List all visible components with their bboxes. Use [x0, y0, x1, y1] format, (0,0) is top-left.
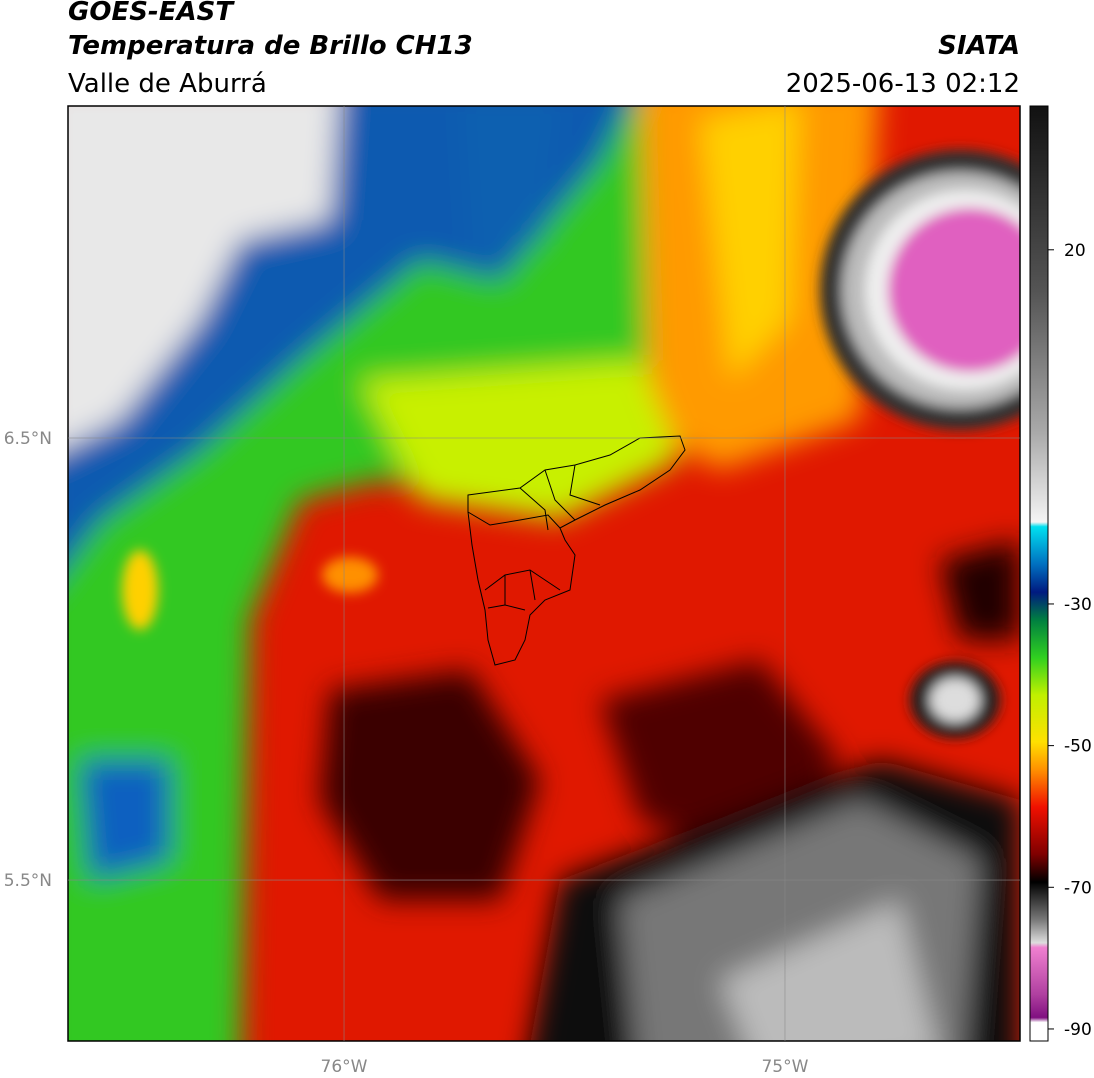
agency: SIATA: [938, 31, 1020, 61]
lon-tick-label: 76°W: [321, 1057, 368, 1077]
lat-tick-label: 5.5°N: [4, 871, 52, 891]
map-frame: [67, 105, 1021, 1042]
colorbar-tick-label: -30: [1064, 595, 1092, 615]
colorbar-tick-label: -50: [1064, 737, 1092, 757]
colorbar: [1029, 105, 1049, 1042]
lat-tick-label: 6.5°N: [4, 429, 52, 449]
timestamp: 2025-06-13 02:12: [786, 69, 1020, 99]
title: GOES-EAST: [68, 0, 235, 27]
lon-tick-label: 75°W: [761, 1057, 808, 1077]
subtitle: Temperatura de Brillo CH13: [68, 31, 473, 61]
colorbar-ticks: 20 -30 -50 -70 -90: [1048, 241, 1092, 1040]
colorbar-tick-label: 20: [1064, 241, 1086, 261]
boundaries: [467, 435, 686, 666]
region: Valle de Aburrá: [68, 69, 267, 99]
colorbar-tick-label: -90: [1064, 1020, 1092, 1040]
colorbar-tick-label: -70: [1064, 878, 1092, 898]
axes: 6.5°N 5.5°N 76°W 75°W: [4, 106, 1020, 1077]
satellite-image: [68, 106, 1020, 1041]
